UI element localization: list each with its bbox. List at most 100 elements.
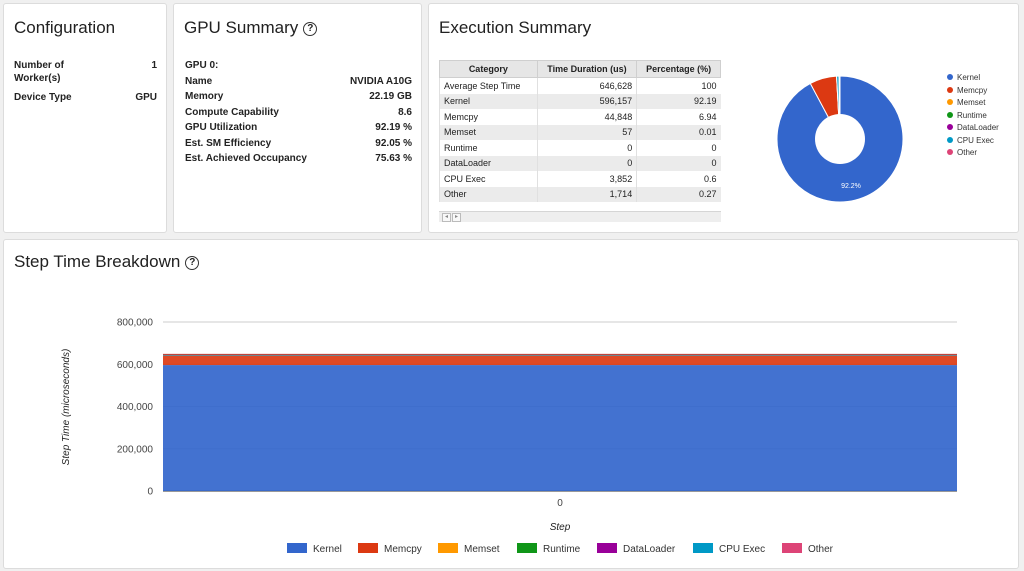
help-circle-icon[interactable]: ? — [185, 256, 200, 270]
configuration-title: Configuration — [14, 18, 116, 37]
config-row-workers: Number of Worker(s) 1 — [14, 60, 157, 84]
pie-legend-item[interactable]: CPU Exec — [947, 136, 994, 145]
pie-legend-label: DataLoader — [957, 123, 999, 132]
table-row: Other 1,714 0.27 — [439, 186, 721, 202]
scroll-right-icon[interactable]: ▸ — [452, 213, 461, 222]
cell-duration: 596,157 — [536, 93, 637, 109]
execution-summary-card: Execution Summary Category Time Duration… — [428, 3, 1019, 233]
pie-legend-label: Memcpy — [957, 85, 988, 95]
gpu-value: 75.63 % — [375, 153, 412, 164]
table-row: CPU Exec 3,852 0.6 — [439, 171, 721, 187]
cell-percentage: 92.19 — [636, 93, 721, 109]
table-row: Memcpy 44,848 6.94 — [439, 109, 721, 125]
table-row: Runtime 0 0 — [439, 140, 721, 156]
gpu-label: Est. SM Efficiency — [185, 137, 272, 149]
pie-legend-item[interactable]: Runtime — [947, 111, 987, 120]
gpu-value: 92.05 % — [375, 137, 412, 149]
legend-dot-icon — [947, 86, 953, 93]
legend-item-kernel[interactable]: Kernel — [287, 543, 342, 555]
legend-swatch — [597, 543, 617, 553]
config-label-workers: Number of — [14, 60, 64, 71]
table-row: Memset 57 0.01 — [439, 124, 721, 140]
pie-legend-label: Other — [957, 148, 978, 157]
gpu-value: 92.19 % — [375, 122, 412, 133]
legend-item-memset[interactable]: Memset — [438, 543, 500, 555]
cell-duration: 57 — [536, 124, 637, 140]
gpu-value: 8.6 — [398, 106, 412, 118]
table-horizontal-scrollbar[interactable]: ◂ ▸ — [439, 211, 721, 222]
gpu-summary-card: GPU Summary? GPU 0: Name NVIDIA A10G Memo… — [173, 3, 422, 233]
legend-label: DataLoader — [623, 544, 676, 555]
pie-legend-label: CPU Exec — [957, 135, 994, 145]
cell-category: Kernel — [439, 93, 538, 109]
config-row-device-type: Device Type GPU — [14, 92, 157, 103]
gpu-row-compute-capability: Compute Capability 8.6 — [185, 107, 412, 118]
step-time-title: Step Time Breakdown? — [14, 252, 200, 272]
gpu-label: GPU Utilization — [185, 122, 258, 133]
execution-summary-title: Execution Summary — [439, 18, 592, 37]
pie-legend-item[interactable]: Kernel — [947, 73, 980, 82]
table-row: Average Step Time 646,628 100 — [439, 77, 721, 94]
pie-legend-label: Memset — [957, 98, 986, 107]
pie-hole — [815, 114, 865, 164]
gpu-label: Compute Capability — [185, 106, 279, 118]
legend-item-other[interactable]: Other — [782, 543, 833, 555]
scroll-left-icon[interactable]: ◂ — [442, 213, 451, 222]
pie-legend-item[interactable]: Memcpy — [947, 86, 987, 95]
legend-item-runtime[interactable]: Runtime — [517, 543, 580, 555]
legend-item-memcpy[interactable]: Memcpy — [358, 543, 422, 555]
table-header-row: Category Time Duration (us) Percentage (… — [439, 60, 721, 78]
column-header-percentage[interactable]: Percentage (%) — [636, 60, 721, 78]
legend-label: Other — [808, 544, 834, 555]
column-header-category[interactable]: Category — [439, 60, 538, 78]
gpu-label: Memory — [185, 91, 224, 102]
column-header-duration[interactable]: Time Duration (us) — [536, 60, 638, 78]
gpu-label: Name — [185, 75, 213, 87]
legend-dot-icon — [947, 111, 953, 118]
pie-legend-item[interactable]: Other — [947, 148, 977, 157]
step-time-title-text: Step Time Breakdown — [14, 252, 181, 271]
cell-percentage: 0.01 — [636, 124, 721, 140]
table-row: DataLoader 0 0 — [439, 155, 721, 171]
gpu-row-occupancy: Est. Achieved Occupancy 75.63 % — [185, 153, 412, 164]
gpu-summary-title: GPU Summary? — [184, 18, 318, 38]
cell-category: Runtime — [439, 140, 538, 156]
legend-swatch — [782, 543, 802, 553]
help-circle-icon[interactable]: ? — [303, 22, 318, 36]
pie-legend-item[interactable]: DataLoader — [947, 123, 999, 132]
cell-category: Memcpy — [439, 109, 538, 125]
table-row: Kernel 596,157 92.19 — [439, 93, 721, 109]
gpu-label: Est. Achieved Occupancy — [185, 153, 307, 164]
legend-item-cpu-exec[interactable]: CPU Exec — [693, 543, 765, 555]
legend-dot-icon — [947, 124, 953, 130]
gpu-row-sm-efficiency: Est. SM Efficiency 92.05 % — [185, 138, 412, 149]
gpu-header: GPU 0: — [185, 60, 219, 71]
configuration-card: Configuration Number of Worker(s) 1 Devi… — [3, 3, 167, 233]
pie-legend-label: Kernel — [957, 73, 981, 82]
cell-duration: 0 — [536, 155, 637, 171]
cell-duration: 646,628 — [536, 77, 637, 94]
gpu-summary-title-text: GPU Summary — [184, 18, 299, 37]
pie-slice-label-kernel: 92.2% — [841, 183, 861, 190]
legend-dot-icon — [947, 136, 953, 143]
config-label-workers-2: Worker(s) — [14, 73, 61, 84]
legend-dot-icon — [947, 99, 953, 105]
legend-swatch — [358, 543, 378, 553]
pie-legend-label: Runtime — [957, 110, 987, 120]
cell-duration: 0 — [536, 140, 637, 156]
legend-label: Memset — [464, 544, 500, 555]
legend-item-dataloader[interactable]: DataLoader — [597, 543, 675, 555]
legend-dot-icon — [947, 149, 953, 155]
cell-category: DataLoader — [439, 155, 538, 171]
config-value-device-type: GPU — [135, 92, 157, 103]
pie-legend-item[interactable]: Memset — [947, 98, 985, 107]
legend-label: Runtime — [543, 544, 581, 555]
gpu-row-memory: Memory 22.19 GB — [185, 91, 412, 102]
step-time-card — [3, 239, 1019, 569]
legend-label: Kernel — [313, 544, 342, 555]
cell-percentage: 0.6 — [636, 171, 721, 187]
cell-category: CPU Exec — [439, 171, 538, 187]
legend-label: Memcpy — [384, 544, 422, 555]
cell-percentage: 0 — [636, 140, 721, 156]
config-label-device-type: Device Type — [14, 92, 72, 103]
